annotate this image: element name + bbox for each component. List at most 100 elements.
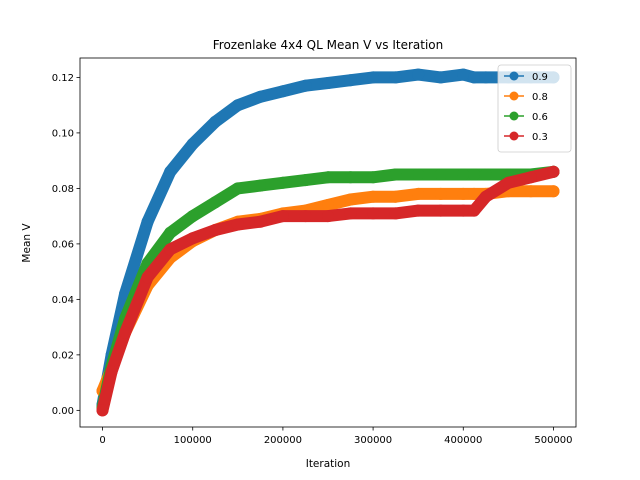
data-point — [524, 171, 537, 184]
data-point — [231, 99, 244, 112]
data-point — [209, 115, 222, 128]
legend-marker — [509, 131, 519, 141]
data-point — [254, 179, 267, 192]
data-point — [434, 204, 447, 217]
data-point — [276, 210, 289, 223]
data-point — [254, 90, 267, 103]
data-point — [322, 199, 334, 211]
data-point — [502, 176, 515, 189]
plot-frame — [79, 57, 577, 428]
data-point — [479, 168, 492, 181]
y-tick-label: 0.02 — [52, 350, 74, 361]
data-point — [457, 187, 470, 200]
data-point — [164, 243, 177, 256]
legend-label: 0.3 — [532, 132, 548, 143]
data-point — [524, 185, 537, 198]
x-tick-label: 200000 — [264, 435, 302, 446]
legend-item: 0.8 — [504, 91, 548, 103]
x-tick-label: 0 — [99, 435, 105, 446]
chart-title: Frozenlake 4x4 QL Mean V vs Iteration — [213, 38, 443, 52]
y-tick-label: 0.04 — [52, 295, 74, 306]
data-point — [299, 174, 312, 187]
legend-label: 0.6 — [532, 112, 548, 123]
data-point — [276, 176, 289, 189]
data-point — [276, 85, 289, 98]
data-point — [468, 187, 481, 200]
data-point — [164, 226, 177, 239]
x-tick-label: 400000 — [444, 435, 482, 446]
x-tick-label: 500000 — [534, 435, 572, 446]
data-point — [412, 187, 425, 200]
data-point — [209, 196, 222, 209]
data-point — [434, 168, 447, 181]
legend-marker — [509, 111, 519, 121]
data-point — [119, 326, 132, 339]
data-point — [299, 79, 312, 92]
data-point — [322, 77, 334, 89]
data-point — [412, 168, 425, 181]
data-point — [299, 210, 312, 223]
series-0.3 — [96, 165, 560, 417]
y-tick-label: 0.00 — [52, 406, 74, 417]
data-point — [434, 71, 447, 84]
y-tick-label: 0.12 — [52, 73, 74, 84]
data-point — [254, 215, 267, 228]
y-axis: 0.00 0.02 0.04 0.06 0.08 0.10 0.12 — [52, 73, 80, 417]
x-axis: 0 100000 200000 300000 400000 500000 — [99, 427, 573, 446]
data-point — [96, 404, 109, 417]
data-point — [322, 171, 334, 184]
x-axis-label: Iteration — [306, 458, 351, 470]
data-point — [479, 190, 492, 203]
data-point — [105, 365, 118, 378]
data-point — [344, 171, 357, 184]
x-tick-label: 300000 — [354, 435, 392, 446]
data-point — [547, 185, 560, 198]
series-layer — [96, 68, 560, 417]
data-point — [209, 224, 222, 236]
data-point — [367, 190, 380, 203]
y-axis-label: Mean V — [21, 223, 33, 263]
y-tick-label: 0.06 — [52, 239, 74, 250]
x-tick-label: 100000 — [174, 435, 212, 446]
y-tick-label: 0.10 — [52, 128, 74, 139]
legend-label: 0.9 — [532, 72, 548, 83]
data-point — [457, 168, 470, 181]
data-point — [231, 182, 244, 195]
data-point — [547, 165, 560, 178]
legend-box — [497, 64, 572, 153]
data-point — [434, 187, 447, 200]
data-point — [344, 74, 357, 87]
data-point — [141, 271, 154, 284]
data-point — [412, 204, 425, 217]
data-point — [322, 210, 334, 223]
data-point — [468, 168, 481, 181]
data-point — [344, 193, 357, 206]
legend-marker — [509, 91, 519, 101]
data-point — [164, 165, 177, 178]
legend-item: 0.3 — [504, 131, 548, 143]
data-point — [457, 68, 470, 81]
data-point — [479, 71, 492, 84]
data-point — [468, 204, 481, 217]
data-point — [389, 207, 402, 220]
data-point — [141, 215, 154, 228]
data-point — [367, 171, 380, 184]
data-point — [412, 68, 425, 81]
data-point — [389, 71, 402, 84]
data-point — [367, 207, 380, 220]
legend-item: 0.6 — [504, 111, 548, 123]
data-point — [457, 204, 470, 217]
y-tick-label: 0.08 — [52, 184, 74, 195]
data-point — [468, 71, 481, 84]
data-point — [186, 232, 199, 245]
data-point — [367, 71, 380, 84]
legend: 0.9 0.8 0.6 0.3 — [497, 64, 572, 153]
data-point — [344, 207, 357, 220]
data-point — [186, 210, 199, 223]
data-point — [231, 218, 244, 231]
legend-label: 0.8 — [532, 92, 548, 103]
data-point — [389, 168, 402, 181]
data-point — [186, 138, 199, 150]
legend-item: 0.9 — [504, 71, 548, 83]
